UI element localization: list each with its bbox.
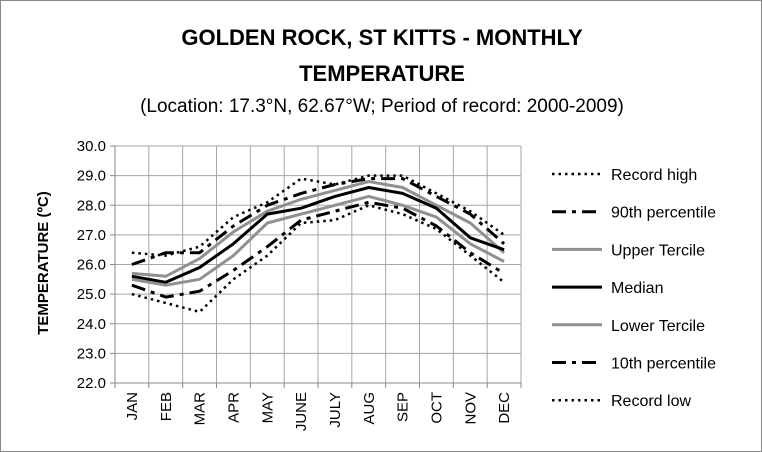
x-tick-label: FEB: [158, 392, 175, 421]
chart-title-line-1: GOLDEN ROCK, ST KITTS - MONTHLY: [181, 25, 583, 50]
x-tick-label: DEC: [496, 392, 513, 424]
y-tick-label: 22.0: [77, 375, 106, 392]
chart-subtitle: (Location: 17.3°N, 62.67°W; Period of re…: [140, 96, 624, 117]
series-line: [131, 180, 506, 278]
y-tick-label: 30.0: [77, 138, 106, 155]
y-tick-label: 24.0: [77, 316, 106, 333]
gridlines: [115, 145, 522, 383]
series-line: [131, 186, 505, 284]
legend-entry-label: Median: [611, 280, 663, 297]
x-tick-label: NOV: [462, 392, 479, 425]
series-line: [131, 174, 505, 257]
series-line: [131, 177, 506, 266]
y-axis-label: TEMPERATURE (ºC): [35, 191, 52, 335]
y-tick-label: 28.0: [77, 197, 106, 214]
x-tick-label: JUNE: [293, 392, 310, 431]
legend-entry-label: Record low: [611, 393, 691, 410]
x-tick-label: MAR: [192, 392, 209, 426]
series-line: [131, 194, 505, 287]
y-tick-label: 23.0: [77, 345, 106, 362]
legend-entry-label: 10th percentile: [611, 356, 716, 373]
legend-entry-label: 90th percentile: [611, 205, 716, 222]
x-tick-label: MAY: [259, 392, 276, 423]
x-tick-label: JULY: [327, 392, 344, 428]
x-tick-label: JAN: [124, 392, 141, 420]
y-tick-label: 26.0: [77, 257, 106, 274]
y-tick-label: 27.0: [77, 227, 106, 244]
legend-entry-label: Record high: [611, 167, 697, 184]
series-lines: [131, 174, 506, 314]
x-tick-label: AUG: [361, 392, 378, 425]
x-tick-label: APR: [225, 392, 242, 423]
chart-title-line-2: TEMPERATURE: [299, 61, 465, 86]
y-tick-label: 29.0: [77, 168, 106, 185]
series-line: [131, 204, 505, 314]
legend-entry-label: Lower Tercile: [611, 318, 705, 335]
y-tick-label: 25.0: [77, 286, 106, 303]
legend: Record high 90th percentile Upper Tercile M…: [552, 167, 716, 410]
series-line: [131, 200, 505, 299]
x-tick-label: OCT: [428, 392, 445, 424]
axes: 22.0 23.0 24.0 25.0 26.0 27.0 28.0 29.0 30.0 JAN F…: [77, 138, 522, 431]
x-tick-label: SEP: [395, 392, 412, 422]
legend-entry-label: Upper Tercile: [611, 242, 705, 259]
